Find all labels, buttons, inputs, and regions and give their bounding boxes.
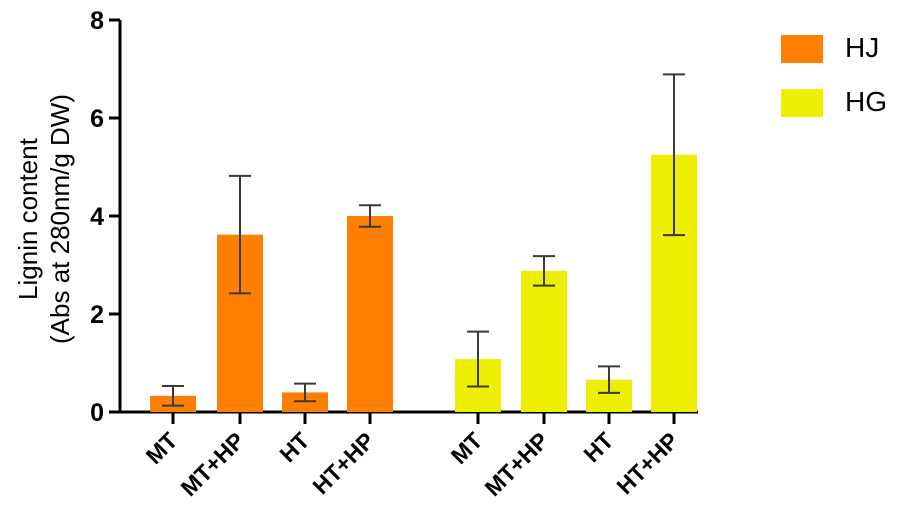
x-tick-label: HT+HP bbox=[611, 427, 683, 499]
y-axis-title-line2: (Abs at 280nm/g DW) bbox=[45, 94, 75, 344]
y-tick-label: 4 bbox=[90, 203, 104, 231]
x-tick-label: MT+HP bbox=[176, 427, 250, 501]
bars bbox=[150, 154, 697, 412]
legend-swatch bbox=[781, 89, 823, 117]
y-tick-label: 8 bbox=[90, 7, 104, 35]
x-tick-label: MT bbox=[446, 427, 488, 469]
legend: HJ HG bbox=[781, 32, 887, 117]
legend-label: HG bbox=[845, 86, 887, 117]
x-tick-label: MT+HP bbox=[480, 427, 554, 501]
y-tick-label: 2 bbox=[90, 301, 104, 329]
x-tick-label: HT bbox=[274, 427, 314, 467]
y-axis-title: Lignin content (Abs at 280nm/g DW) bbox=[13, 94, 75, 344]
bar bbox=[521, 270, 567, 412]
legend-label: HJ bbox=[845, 32, 879, 63]
error-bars bbox=[162, 73, 685, 407]
bar bbox=[347, 216, 393, 412]
y-tick-label: 0 bbox=[90, 399, 104, 427]
y-ticks: 0 2 4 6 8 bbox=[90, 7, 120, 427]
x-tick-label: MT bbox=[141, 427, 183, 469]
y-tick-label: 6 bbox=[90, 105, 104, 133]
y-axis-title-line1: Lignin content bbox=[13, 137, 43, 300]
axes bbox=[118, 20, 698, 414]
x-tick-label: HT+HP bbox=[307, 427, 379, 499]
x-tick-label: HT bbox=[578, 427, 618, 467]
legend-swatch bbox=[781, 35, 823, 63]
